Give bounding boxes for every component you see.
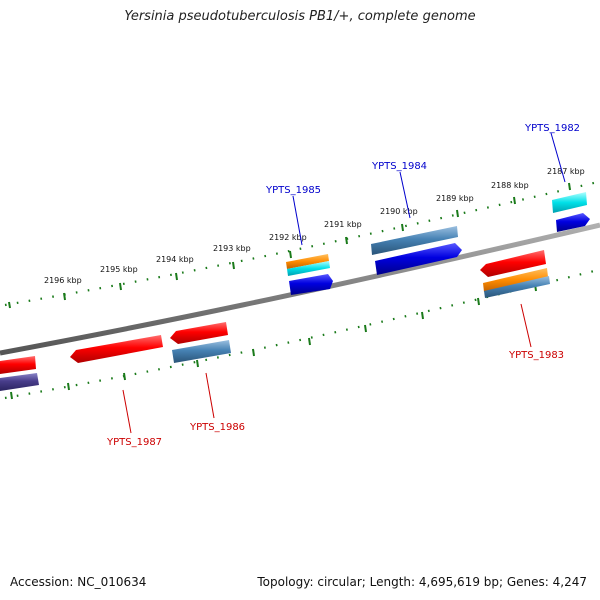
gene-feature[interactable] bbox=[0, 356, 36, 374]
scale-label-2190: 2190 kbp bbox=[380, 207, 418, 216]
scale-label-2194: 2194 kbp bbox=[156, 255, 194, 264]
scale-label-2188: 2188 kbp bbox=[491, 181, 529, 190]
map-title: Yersinia pseudotuberculosis PB1/+, compl… bbox=[124, 9, 476, 24]
gene-label-ypts-1986[interactable]: YPTS_1986 bbox=[189, 422, 245, 433]
gene-feature[interactable] bbox=[70, 335, 163, 363]
scale-label-2187: 2187 kbp bbox=[547, 167, 585, 176]
gene-feature[interactable] bbox=[484, 276, 550, 298]
gene-feature[interactable] bbox=[371, 226, 458, 255]
gene-feature[interactable] bbox=[287, 261, 330, 276]
gene-label-ypts-1984[interactable]: YPTS_1984 bbox=[371, 161, 427, 172]
gene-labels: YPTS_1985 YPTS_1984 YPTS_1982 YPTS_1987 … bbox=[106, 123, 580, 448]
gene-feature[interactable] bbox=[286, 254, 329, 269]
genome-summary-text: Topology: circular; Length: 4,695,619 bp… bbox=[257, 575, 587, 589]
gene-feature[interactable] bbox=[556, 213, 590, 232]
scale-label-2196: 2196 kbp bbox=[44, 276, 82, 285]
callout-line bbox=[550, 132, 566, 183]
callout-line bbox=[520, 303, 532, 348]
gene-feature[interactable] bbox=[172, 340, 231, 363]
gene-feature[interactable] bbox=[480, 250, 546, 277]
forward-major-ticks bbox=[8, 182, 571, 309]
callout-line bbox=[205, 372, 215, 419]
accession-text: Accession: NC_010634 bbox=[10, 575, 147, 589]
gene-feature[interactable] bbox=[170, 322, 228, 344]
gene-feature[interactable] bbox=[289, 274, 333, 295]
gene-label-ypts-1987[interactable]: YPTS_1987 bbox=[106, 437, 162, 448]
scale-label-2195: 2195 kbp bbox=[100, 265, 138, 274]
gene-feature[interactable] bbox=[483, 268, 548, 292]
forward-features[interactable] bbox=[286, 192, 590, 295]
callout-line bbox=[399, 171, 411, 219]
scale-label-2189: 2189 kbp bbox=[436, 194, 474, 203]
callout-line bbox=[122, 389, 132, 434]
gene-label-ypts-1983[interactable]: YPTS_1983 bbox=[508, 350, 564, 361]
gene-feature[interactable] bbox=[0, 373, 39, 391]
scale-labels: 2196 kbp 2195 kbp 2194 kbp 2193 kbp 2192… bbox=[44, 167, 585, 285]
scale-label-2191: 2191 kbp bbox=[324, 220, 362, 229]
gene-feature[interactable] bbox=[552, 192, 587, 213]
gene-label-ypts-1982[interactable]: YPTS_1982 bbox=[524, 123, 580, 134]
gene-label-ypts-1985[interactable]: YPTS_1985 bbox=[265, 185, 321, 196]
genome-backbone bbox=[0, 222, 600, 356]
scale-label-2193: 2193 kbp bbox=[213, 244, 251, 253]
scale-label-2192: 2192 kbp bbox=[269, 233, 307, 242]
reverse-major-ticks bbox=[10, 283, 537, 400]
callout-line bbox=[292, 195, 303, 246]
reverse-features[interactable] bbox=[0, 250, 550, 391]
gene-feature[interactable] bbox=[375, 243, 462, 275]
